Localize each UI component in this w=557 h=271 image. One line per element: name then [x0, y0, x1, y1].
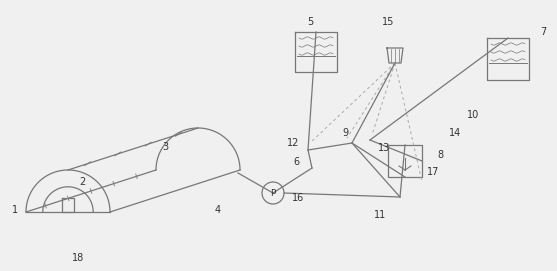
Text: 17: 17: [427, 167, 439, 177]
Text: 3: 3: [162, 142, 168, 152]
Text: 9: 9: [342, 128, 348, 138]
Text: 2: 2: [79, 177, 85, 187]
Text: 12: 12: [287, 138, 299, 148]
Text: 13: 13: [378, 143, 390, 153]
Text: 14: 14: [449, 128, 461, 138]
Text: 18: 18: [72, 253, 84, 263]
Text: 4: 4: [215, 205, 221, 215]
Text: 8: 8: [437, 150, 443, 160]
Text: 10: 10: [467, 110, 479, 120]
Text: 7: 7: [540, 27, 546, 37]
Text: 11: 11: [374, 210, 386, 220]
Text: P: P: [270, 189, 276, 198]
Text: 1: 1: [12, 205, 18, 215]
Text: 16: 16: [292, 193, 304, 203]
Text: 6: 6: [293, 157, 299, 167]
Text: 15: 15: [382, 17, 394, 27]
Text: 5: 5: [307, 17, 313, 27]
